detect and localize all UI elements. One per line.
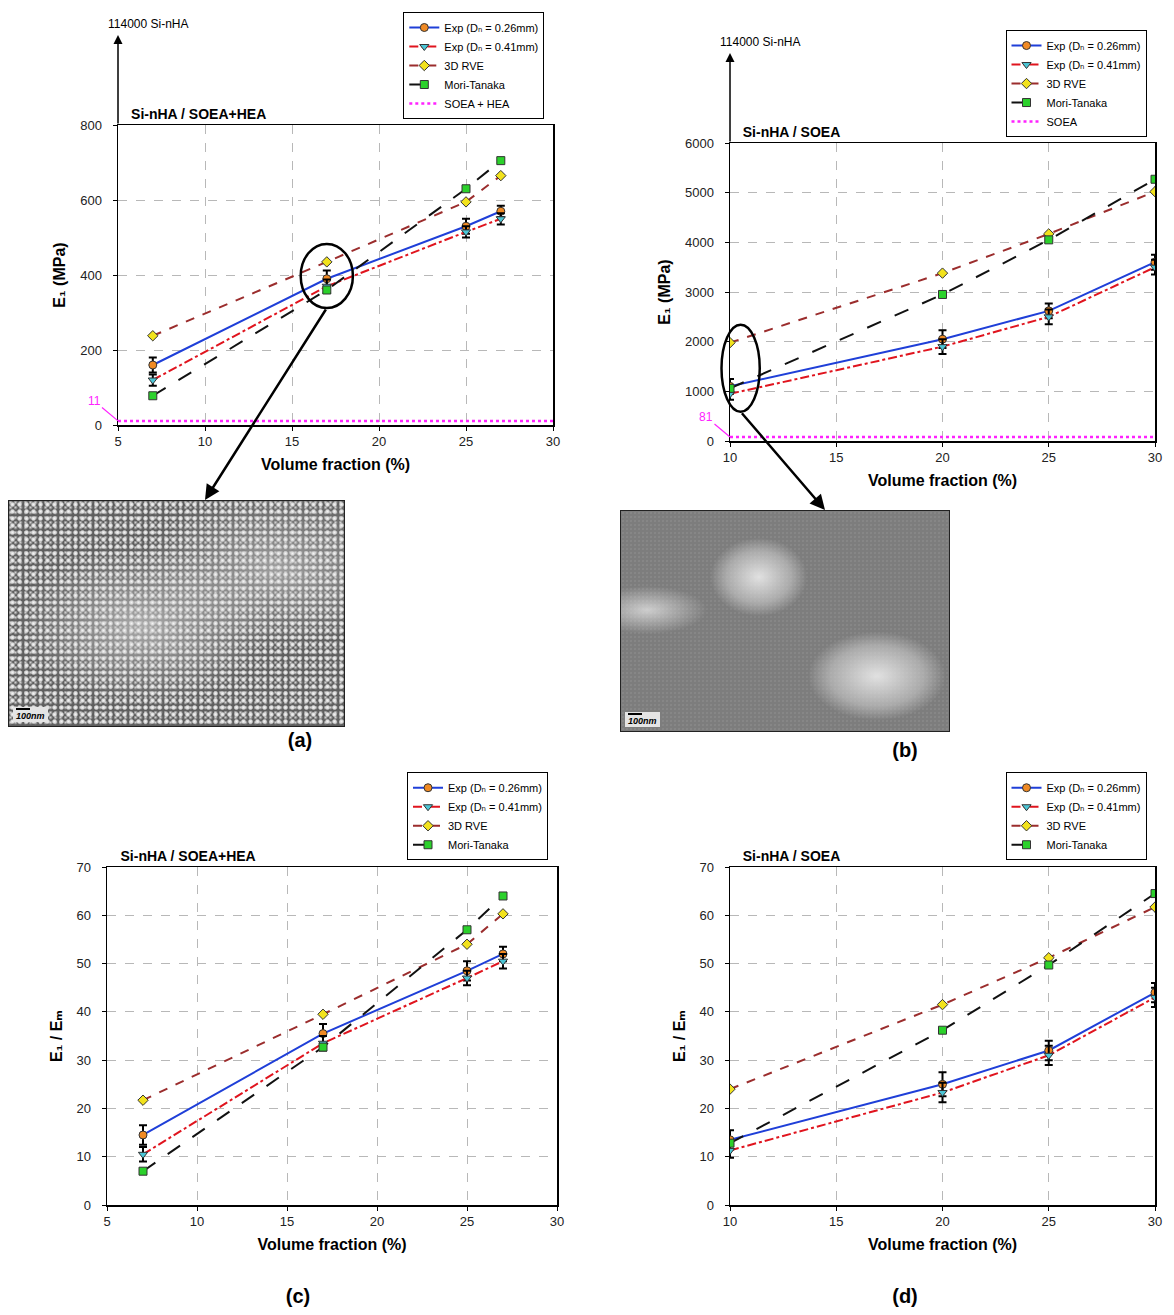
svg-text:10: 10 (198, 434, 212, 449)
html-text:(c): (c) (285, 1284, 311, 1307)
svg-text:6000: 6000 (685, 136, 714, 151)
svg-text:3D RVE: 3D RVE (1047, 820, 1087, 832)
svg-text:5: 5 (103, 1214, 110, 1229)
svg-text:10: 10 (723, 1214, 737, 1229)
svg-text:0: 0 (95, 418, 102, 433)
svg-text:20: 20 (935, 1214, 949, 1229)
svg-text:114000 Si-nHA: 114000 Si-nHA (108, 17, 189, 31)
svg-text:10: 10 (699, 1149, 713, 1164)
svg-text:E₁ (MPa): E₁ (MPa) (656, 259, 673, 324)
svg-text:10: 10 (190, 1214, 204, 1229)
svg-text:30: 30 (76, 1053, 90, 1068)
svg-text:30: 30 (1148, 450, 1162, 465)
svg-text:0: 0 (707, 434, 714, 449)
svg-text:10: 10 (76, 1149, 90, 1164)
svg-text:Exp (Dₙ = 0.41mm): Exp (Dₙ = 0.41mm) (1047, 59, 1141, 71)
svg-text:200: 200 (80, 343, 102, 358)
svg-text:25: 25 (459, 434, 473, 449)
svg-text:Volume fraction (%): Volume fraction (%) (868, 472, 1017, 489)
svg-text:20: 20 (699, 1101, 713, 1116)
svg-text:0: 0 (707, 1198, 714, 1213)
svg-text:15: 15 (285, 434, 299, 449)
svg-text:SOEA: SOEA (1047, 116, 1078, 128)
svg-text:5: 5 (114, 434, 121, 449)
svg-text:5000: 5000 (685, 185, 714, 200)
svg-text:3D RVE: 3D RVE (1047, 78, 1087, 90)
svg-text:20: 20 (372, 434, 386, 449)
svg-text:11: 11 (88, 394, 101, 408)
svg-text:3D RVE: 3D RVE (448, 820, 488, 832)
svg-text:30: 30 (1148, 1214, 1162, 1229)
svg-text:1000: 1000 (685, 384, 714, 399)
svg-text:400: 400 (80, 268, 102, 283)
svg-text:600: 600 (80, 193, 102, 208)
svg-text:Exp (Dₙ = 0.26mm): Exp (Dₙ = 0.26mm) (444, 22, 538, 34)
svg-text:E₁ / Eₘ: E₁ / Eₘ (48, 1010, 65, 1062)
svg-text:Volume fraction (%): Volume fraction (%) (257, 1236, 406, 1253)
svg-text:Si-nHA / SOEA: Si-nHA / SOEA (743, 848, 841, 864)
svg-text:70: 70 (699, 860, 713, 875)
svg-text:15: 15 (829, 1214, 843, 1229)
svg-text:Exp (Dₙ = 0.26mm): Exp (Dₙ = 0.26mm) (1047, 40, 1141, 52)
svg-text:25: 25 (1042, 450, 1056, 465)
svg-text:40: 40 (76, 1004, 90, 1019)
svg-text:10: 10 (723, 450, 737, 465)
svg-text:4000: 4000 (685, 235, 714, 250)
svg-text:30: 30 (699, 1053, 713, 1068)
svg-text:60: 60 (76, 908, 90, 923)
svg-text:30: 30 (546, 434, 560, 449)
svg-text:Exp (Dₙ = 0.41mm): Exp (Dₙ = 0.41mm) (1047, 801, 1141, 813)
svg-text:40: 40 (699, 1004, 713, 1019)
svg-text:Mori-Tanaka: Mori-Tanaka (1047, 839, 1108, 851)
svg-text:E₁ / Eₘ: E₁ / Eₘ (671, 1010, 688, 1062)
svg-text:Si-nHA / SOEA+HEA: Si-nHA / SOEA+HEA (131, 106, 266, 122)
html-text:(a): (a) (287, 728, 313, 751)
svg-text:81: 81 (699, 410, 713, 424)
svg-text:Mori-Tanaka: Mori-Tanaka (444, 79, 505, 91)
html-text:(b): (b) (892, 738, 918, 761)
svg-text:114000 Si-nHA: 114000 Si-nHA (720, 35, 801, 49)
html-text:100nm: 100nm (16, 711, 45, 721)
svg-text:SOEA + HEA: SOEA + HEA (444, 98, 510, 110)
svg-text:3D RVE: 3D RVE (444, 60, 484, 72)
svg-text:Si-nHA / SOEA+HEA: Si-nHA / SOEA+HEA (121, 848, 256, 864)
svg-text:Mori-Tanaka: Mori-Tanaka (1047, 97, 1108, 109)
svg-text:800: 800 (80, 118, 102, 133)
html-text:100nm: 100nm (628, 716, 657, 726)
svg-text:60: 60 (699, 908, 713, 923)
svg-text:50: 50 (76, 956, 90, 971)
svg-text:Mori-Tanaka: Mori-Tanaka (448, 839, 509, 851)
svg-text:15: 15 (829, 450, 843, 465)
svg-text:0: 0 (84, 1198, 91, 1213)
svg-text:15: 15 (280, 1214, 294, 1229)
svg-text:Exp (Dₙ = 0.41mm): Exp (Dₙ = 0.41mm) (448, 801, 542, 813)
svg-text:20: 20 (370, 1214, 384, 1229)
svg-text:Exp (Dₙ = 0.41mm): Exp (Dₙ = 0.41mm) (444, 41, 538, 53)
svg-text:Exp (Dₙ = 0.26mm): Exp (Dₙ = 0.26mm) (448, 782, 542, 794)
svg-text:50: 50 (699, 956, 713, 971)
svg-text:20: 20 (76, 1101, 90, 1116)
svg-text:Exp (Dₙ = 0.26mm): Exp (Dₙ = 0.26mm) (1047, 782, 1141, 794)
svg-text:25: 25 (460, 1214, 474, 1229)
html-text:(d): (d) (892, 1284, 918, 1307)
svg-text:Volume fraction (%): Volume fraction (%) (261, 456, 410, 473)
svg-text:Si-nHA / SOEA: Si-nHA / SOEA (743, 124, 841, 140)
svg-text:3000: 3000 (685, 285, 714, 300)
svg-text:20: 20 (935, 450, 949, 465)
svg-text:2000: 2000 (685, 334, 714, 349)
svg-text:30: 30 (550, 1214, 564, 1229)
svg-text:25: 25 (1042, 1214, 1056, 1229)
svg-text:70: 70 (76, 860, 90, 875)
svg-text:Volume fraction (%): Volume fraction (%) (868, 1236, 1017, 1253)
svg-text:E₁ (MPa): E₁ (MPa) (51, 242, 68, 307)
